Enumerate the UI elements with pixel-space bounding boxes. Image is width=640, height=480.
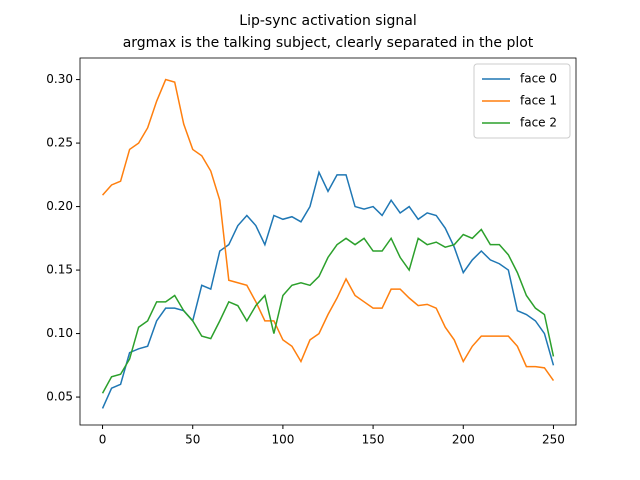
legend-label: face 0 <box>520 72 557 86</box>
legend-label: face 2 <box>520 116 557 130</box>
y-tick-label: 0.05 <box>46 390 73 404</box>
y-tick-label: 0.30 <box>46 72 73 86</box>
line-series <box>101 78 555 381</box>
legend-box <box>473 63 571 139</box>
x-tick-label: 250 <box>542 433 565 447</box>
y-tick-label: 0.10 <box>46 326 73 340</box>
legend-label: face 1 <box>520 94 557 108</box>
line-series <box>101 228 555 394</box>
line-series <box>101 170 555 409</box>
y-tick-label: 0.25 <box>46 136 73 150</box>
x-tick-label: 50 <box>185 433 200 447</box>
chart-title: Lip-sync activation signal <box>239 13 416 29</box>
x-tick-label: 200 <box>452 433 475 447</box>
x-tick-label: 100 <box>271 433 294 447</box>
y-tick-label: 0.20 <box>46 199 73 213</box>
plot-frame <box>79 57 577 426</box>
chart-subtitle: argmax is the talking subject, clearly s… <box>123 35 534 51</box>
x-tick-label: 0 <box>99 433 107 447</box>
y-tick-label: 0.15 <box>46 263 73 277</box>
x-tick-label: 150 <box>362 433 385 447</box>
